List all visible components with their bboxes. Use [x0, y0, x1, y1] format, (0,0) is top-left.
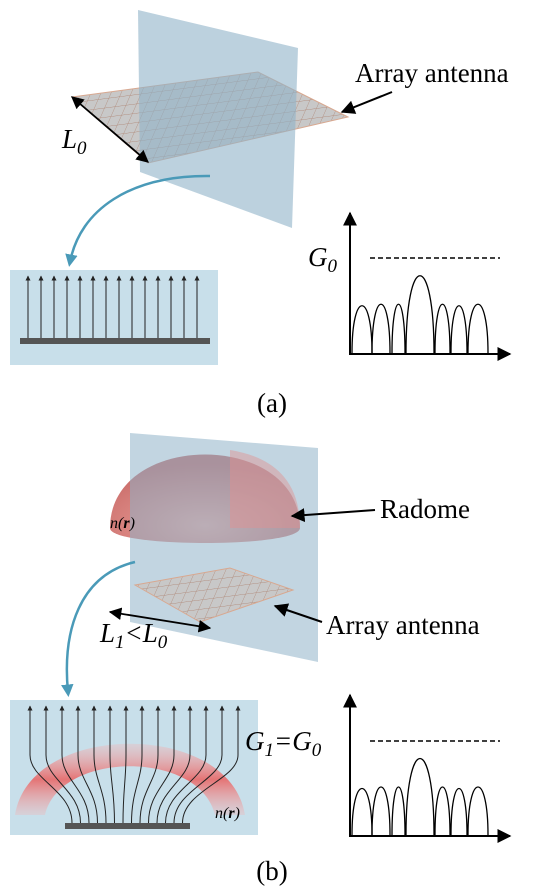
lobe [468, 787, 488, 835]
length-relation: <L [125, 618, 158, 648]
gain-label: G1=G0 [245, 726, 322, 761]
length-subscript: 1 [115, 632, 125, 653]
lobe [435, 787, 450, 835]
index-label: n(r) [110, 515, 135, 532]
gain-plot [349, 213, 510, 355]
lobe [392, 787, 405, 835]
figure: L0 Array antenna G0 (a) n(r) Radome L1<L… [0, 0, 543, 890]
lobe [406, 759, 434, 836]
profile-label: n(r) [215, 805, 240, 822]
length-label: L0 [61, 124, 87, 159]
antenna-label: Array antenna [326, 610, 480, 640]
gain-subscript: 0 [312, 740, 322, 761]
gain-relation: =G [274, 726, 312, 756]
lobe [352, 789, 372, 836]
lobe [352, 306, 372, 353]
gain-subscript: 1 [265, 740, 275, 761]
length-symbol: L [61, 124, 77, 154]
lobe [451, 306, 467, 353]
caption: (a) [257, 388, 287, 418]
lobe [435, 304, 450, 353]
length-symbol: L [99, 618, 115, 648]
cut-plane [130, 433, 318, 662]
lobe [406, 276, 434, 353]
index-text: ) [234, 805, 240, 822]
gain-symbol: G [245, 726, 265, 756]
caption: (b) [256, 856, 287, 886]
gain-plot [349, 695, 510, 837]
pointer [342, 92, 392, 112]
lobe [468, 304, 488, 353]
index-text: ) [129, 515, 135, 532]
lobe [372, 304, 390, 353]
length-subscript: 0 [158, 632, 168, 653]
gain-symbol: G [308, 242, 328, 272]
gain-subscript: 0 [328, 256, 338, 277]
length-subscript: 0 [77, 138, 87, 159]
length-label: L1<L0 [99, 618, 168, 653]
lobe [372, 787, 390, 835]
radome-label: Radome [380, 494, 470, 524]
antenna-label: Array antenna [355, 58, 509, 88]
lobe [392, 304, 405, 353]
cut-plane [138, 10, 298, 228]
gain-label: G0 [308, 242, 338, 277]
lobe [451, 789, 467, 836]
